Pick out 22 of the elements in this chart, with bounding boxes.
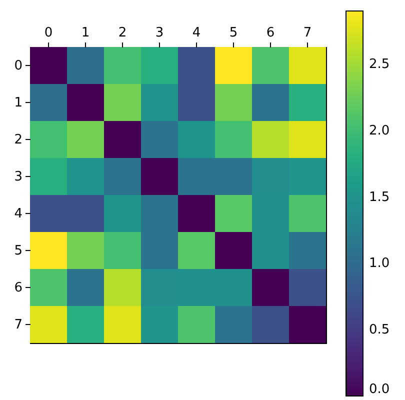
y-tick-label: 7 — [14, 318, 22, 332]
y-tick-label: 4 — [14, 206, 22, 222]
y-tick-label: 0 — [14, 58, 22, 74]
x-tick-label: 0 — [44, 26, 53, 40]
y-tick-label: 6 — [14, 280, 22, 296]
color-bar-label: 2.5 — [369, 57, 390, 72]
color-bar-label: 1.5 — [369, 190, 390, 205]
y-tick-label: 1 — [14, 96, 22, 110]
color-bar-label: 2.0 — [369, 123, 390, 138]
color-bar-label: 1.0 — [369, 256, 390, 272]
x-tick-label: 2 — [118, 26, 127, 40]
y-tick-label: 3 — [14, 170, 22, 184]
x-tick-label: 5 — [229, 26, 238, 40]
color-bar-label: 0.5 — [369, 322, 390, 338]
x-tick-label: 6 — [266, 26, 275, 40]
x-tick-label: 1 — [81, 26, 90, 40]
y-tick-label: 5 — [14, 244, 22, 258]
x-tick-label: 3 — [155, 26, 164, 40]
x-tick-label: 4 — [192, 26, 201, 40]
x-tick-label: 7 — [303, 26, 312, 40]
y-tick-label: 2 — [14, 132, 22, 148]
color-bar-label: 0.0 — [369, 382, 390, 397]
